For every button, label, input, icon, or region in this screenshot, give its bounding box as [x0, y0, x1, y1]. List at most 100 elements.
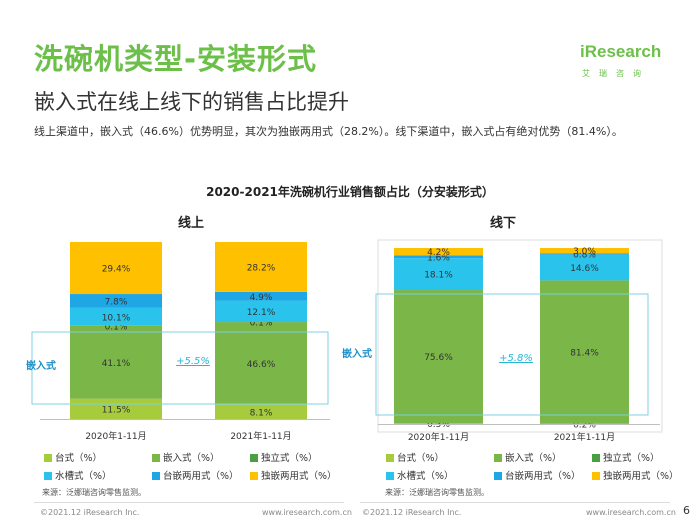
- bar-segment-built-in: [215, 322, 307, 405]
- category-label: 2021年1-11月: [230, 430, 291, 442]
- data-label-built-in: 75.6%: [424, 353, 453, 363]
- data-label-freestanding: 0.1%: [250, 319, 273, 329]
- data-label-freestanding-built-in: 3.0%: [573, 247, 596, 257]
- legend-item-desktop-built-in: 台嵌两用式（%）: [494, 468, 581, 482]
- legend-label: 台嵌两用式（%）: [163, 471, 239, 482]
- stacked-bar-chart-offline: 0.5% 75.6% 18.1% 1.6%4.2% 2020年1-11月 0.2% 81.4…: [342, 239, 663, 443]
- category-label: 2021年1-11月: [554, 431, 615, 443]
- footer-divider-right: [360, 502, 670, 503]
- plot-frame: [377, 239, 663, 433]
- legend-swatch: [44, 454, 52, 462]
- legend-item-freestanding-built-in: 独嵌两用式（%）: [250, 468, 337, 482]
- bar-segment-desktop-built-in: [394, 255, 483, 259]
- legend-swatch: [592, 472, 600, 480]
- legend-label: 水槽式（%）: [55, 471, 112, 482]
- legend-item-sink: 水槽式（%）: [386, 468, 454, 482]
- legend-swatch: [152, 454, 160, 462]
- legend-swatch: [494, 472, 502, 480]
- legend-label: 嵌入式（%）: [505, 453, 562, 464]
- legend-item-sink: 水槽式（%）: [44, 468, 112, 482]
- bar-segment-desktop-built-in: [215, 291, 307, 301]
- data-label-built-in: 46.6%: [247, 360, 276, 370]
- legend-label: 独嵌两用式（%）: [261, 471, 337, 482]
- source-note-offline: 来源：泛娜瑞咨询零售监测。: [385, 488, 489, 497]
- bar-segment-sink: [394, 258, 483, 291]
- page-subtitle: 嵌入式在线上线下的销售占比提升: [34, 90, 349, 114]
- legend-swatch: [592, 454, 600, 462]
- logo-subtext: 艾瑞咨询: [582, 69, 650, 78]
- legend-swatch: [386, 472, 394, 480]
- highlight-box: [31, 331, 329, 405]
- data-label-desktop-built-in: 0.8%: [573, 250, 596, 260]
- data-label-built-in: 41.1%: [102, 359, 131, 369]
- chart-title: 2020-2021年洗碗机行业销售额占比（分安装形式）: [206, 185, 494, 199]
- legend-swatch: [44, 472, 52, 480]
- page-number: 6: [683, 504, 690, 517]
- annotation-label: 嵌入式: [342, 347, 372, 360]
- legend-label: 台式（%）: [397, 453, 445, 464]
- source-note-online: 来源：泛娜瑞咨询零售监测。: [42, 488, 146, 497]
- legend-item-desktop: 台式（%）: [44, 450, 102, 464]
- data-label-built-in: 81.4%: [570, 349, 599, 359]
- data-label-freestanding-built-in: 28.2%: [247, 263, 276, 273]
- bar-segment-desktop-built-in: [70, 294, 162, 308]
- highlight-box: [375, 293, 649, 416]
- category-label: 2020年1-11月: [85, 430, 146, 442]
- bar-segment-sink: [70, 307, 162, 326]
- panel-title-online: 线上: [178, 216, 205, 231]
- legend-item-freestanding: 独立式（%）: [250, 450, 318, 464]
- data-label-freestanding: 0.1%: [105, 322, 128, 332]
- data-label-sink: 12.1%: [247, 308, 276, 318]
- legend-label: 水槽式（%）: [397, 471, 454, 482]
- data-label-sink: 14.6%: [570, 264, 599, 274]
- annotation-change: +5.8%: [499, 353, 533, 364]
- bar-segment-freestanding-built-in: [394, 248, 483, 256]
- legend-item-built-in: 嵌入式（%）: [494, 450, 562, 464]
- footer-url-left: www.iresearch.com.cn: [262, 508, 352, 517]
- legend-label: 台式（%）: [55, 453, 103, 464]
- page-title: 洗碗机类型-安装形式: [34, 42, 318, 76]
- bar-segment-built-in: [70, 325, 162, 399]
- data-label-desktop-built-in: 4.9%: [250, 293, 273, 303]
- data-label-desktop: 8.1%: [250, 408, 273, 418]
- data-label-desktop: 0.2%: [573, 420, 596, 430]
- footer-copyright-left: ©2021.12 iResearch Inc.: [40, 508, 140, 517]
- data-label-desktop: 0.5%: [427, 420, 450, 430]
- data-label-desktop-built-in: 1.6%: [427, 253, 450, 263]
- category-label: 2020年1-11月: [408, 431, 469, 443]
- footer-divider-left: [34, 502, 344, 503]
- legend-item-desktop: 台式（%）: [386, 450, 444, 464]
- data-label-sink: 18.1%: [424, 271, 453, 281]
- bar-segment-freestanding-built-in: [70, 242, 162, 295]
- legend-label: 独立式（%）: [261, 453, 318, 464]
- bar-segment-freestanding-built-in: [540, 248, 629, 254]
- stacked-bar-chart-online: 11.5%41.1%0.1%10.1%7.8%29.4%2020年1-11月8.…: [26, 242, 330, 442]
- legend-label: 嵌入式（%）: [163, 453, 220, 464]
- legend-item-desktop-built-in: 台嵌两用式（%）: [152, 468, 239, 482]
- legend-label: 独嵌两用式（%）: [603, 471, 679, 482]
- bar-segment-built-in: [394, 290, 483, 424]
- bar-segment-freestanding-built-in: [215, 242, 307, 292]
- legend-swatch: [386, 454, 394, 462]
- annotation-label: 嵌入式: [26, 359, 56, 372]
- legend-swatch: [494, 454, 502, 462]
- data-label-sink: 10.1%: [102, 313, 131, 323]
- bar-segment-desktop: [215, 404, 307, 419]
- data-label-freestanding-built-in: 4.2%: [427, 248, 450, 258]
- annotation-change: +5.5%: [176, 356, 210, 367]
- legend-item-freestanding-built-in: 独嵌两用式（%）: [592, 468, 679, 482]
- bar-segment-sink: [540, 254, 629, 281]
- page-description: 线上渠道中，嵌入式（46.6%）优势明显，其次为独嵌两用式（28.2%）。线下渠…: [34, 125, 623, 138]
- panel-title-offline: 线下: [490, 216, 517, 231]
- logo-text: iResearch: [580, 42, 662, 61]
- data-label-desktop-built-in: 7.8%: [105, 297, 128, 307]
- bar-segment-sink: [215, 300, 307, 323]
- legend-swatch: [250, 454, 258, 462]
- legend-swatch: [152, 472, 160, 480]
- bar-segment-built-in: [540, 280, 629, 424]
- iresearch-logo: iResearch 艾瑞咨询: [578, 40, 668, 86]
- legend-label: 台嵌两用式（%）: [505, 471, 581, 482]
- footer-copyright-right: ©2021.12 iResearch Inc.: [362, 508, 462, 517]
- footer-url-right: www.iresearch.com.cn: [586, 508, 676, 517]
